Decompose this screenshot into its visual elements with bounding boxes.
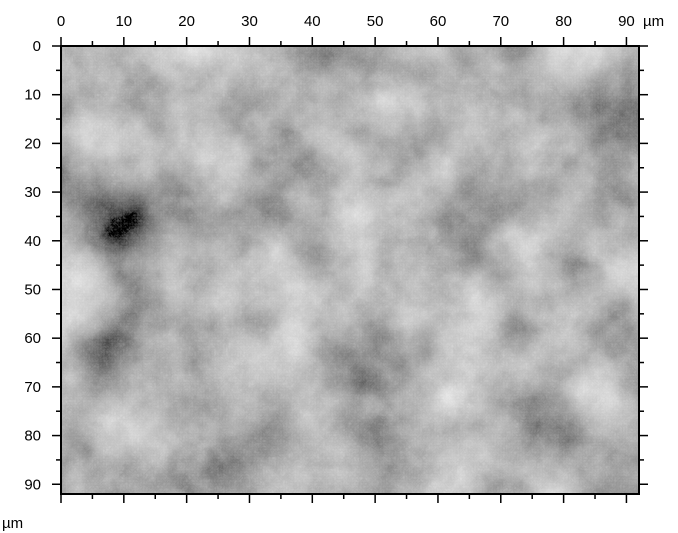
y-tick-label: 0 <box>33 38 41 55</box>
y-tick-label: 90 <box>24 476 41 493</box>
y-tick-label: 30 <box>24 184 41 201</box>
x-tick-label: 30 <box>241 13 258 30</box>
x-tick-label: 40 <box>304 13 321 30</box>
y-tick-label: 70 <box>24 379 41 396</box>
x-tick-label: 70 <box>492 13 509 30</box>
x-tick-label: 0 <box>57 13 65 30</box>
x-tick-label: 20 <box>178 13 195 30</box>
y-axis-tick-labels: 0 10 20 30 40 50 60 70 80 90 <box>24 38 41 493</box>
y-tick-label: 50 <box>24 281 41 298</box>
y-tick-label: 80 <box>24 428 41 445</box>
x-tick-label: 10 <box>115 13 132 30</box>
x-axis-tick-labels: 0 10 20 30 40 50 60 70 80 90 <box>57 13 635 30</box>
x-tick-label: 50 <box>367 13 384 30</box>
y-axis-ticks <box>52 45 648 486</box>
x-tick-label: 60 <box>430 13 447 30</box>
x-tick-label: 90 <box>618 13 635 30</box>
x-axis-unit-label: µm <box>643 13 664 30</box>
y-tick-label: 40 <box>24 233 41 250</box>
y-axis-unit-label: µm <box>2 515 23 532</box>
plot-frame <box>60 45 640 495</box>
y-tick-label: 20 <box>24 135 41 152</box>
y-tick-label: 10 <box>24 87 41 104</box>
y-tick-label: 60 <box>24 330 41 347</box>
x-axis-ticks <box>60 37 628 503</box>
x-tick-label: 80 <box>555 13 572 30</box>
height-map-image <box>61 46 639 494</box>
